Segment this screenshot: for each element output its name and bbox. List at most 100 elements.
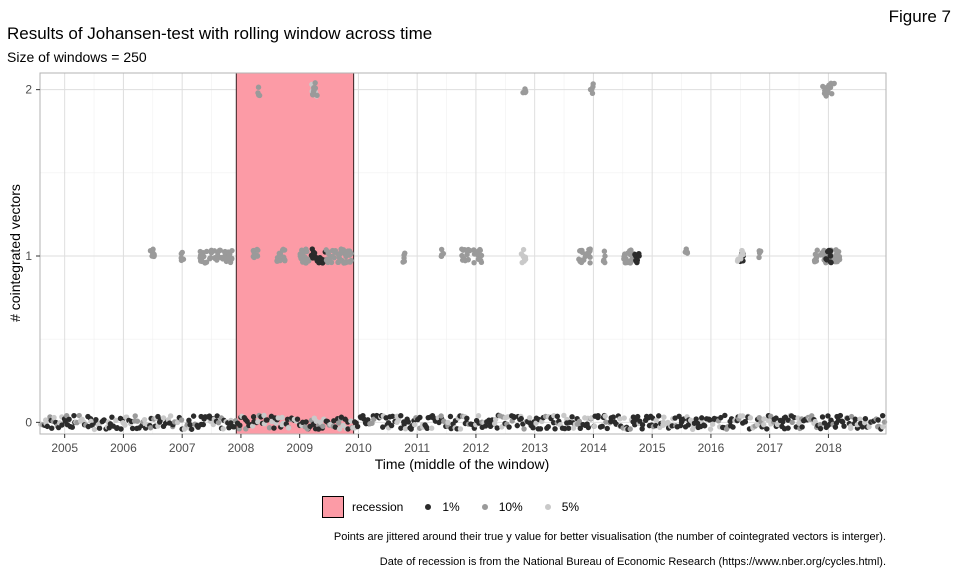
scatter-point-y0 (817, 425, 824, 432)
scatter-point-y0 (621, 415, 627, 421)
scatter-point-y1 (227, 258, 234, 264)
scatter-point-y0 (398, 425, 404, 431)
scatter-point-y2 (314, 92, 320, 99)
scatter-point-y0 (785, 417, 791, 423)
scatter-point-y0 (491, 420, 498, 427)
scatter-point-y1 (438, 253, 445, 259)
scatter-point-y0 (411, 421, 418, 428)
chart-subtitle: Size of windows = 250 (7, 49, 147, 65)
scatter-point-y0 (773, 415, 779, 421)
chart-title: Results of Johansen-test with rolling wi… (7, 24, 433, 43)
scatter-point-y2 (522, 89, 528, 96)
scatter-point-y0 (190, 413, 197, 419)
scatter-point-y0 (565, 425, 572, 431)
scatter-point-y0 (405, 419, 411, 425)
scatter-point-y0 (200, 421, 207, 428)
scatter-point-y1 (584, 250, 590, 257)
scatter-point-y1 (636, 253, 642, 259)
legend-recession-label: recession (352, 500, 404, 514)
scatter-point-y1 (518, 251, 525, 257)
scatter-point-y0 (862, 415, 869, 422)
scatter-point-y0 (761, 416, 767, 422)
scatter-point-y1 (828, 259, 834, 266)
scatter-point-y0 (739, 413, 746, 419)
scatter-point-y0 (129, 425, 136, 432)
scatter-point-y1 (328, 259, 335, 266)
scatter-point-y2 (309, 91, 316, 98)
scatter-point-y0 (718, 414, 724, 421)
scatter-point-y0 (569, 414, 575, 420)
scatter-point-y0 (847, 425, 854, 431)
scatter-point-y0 (661, 414, 667, 420)
x-tick-label: 2018 (815, 441, 842, 455)
scatter-point-y0 (707, 426, 714, 432)
scatter-point-y1 (522, 254, 529, 260)
scatter-point-y0 (789, 419, 795, 426)
scatter-point-y1 (301, 255, 307, 262)
scatter-point-y0 (49, 425, 55, 431)
scatter-point-y0 (530, 424, 536, 431)
x-tick-label: 2012 (463, 441, 490, 455)
scatter-point-y0 (685, 422, 692, 428)
scatter-point-y0 (122, 422, 128, 428)
scatter-point-y1 (627, 258, 634, 264)
scatter-point-y0 (250, 414, 257, 420)
scatter-point-y0 (632, 422, 638, 428)
scatter-point-y1 (813, 254, 820, 261)
x-tick-label: 2009 (286, 441, 313, 455)
scatter-point-y1 (756, 254, 762, 261)
scatter-point-y2 (822, 87, 828, 94)
scatter-point-y0 (857, 416, 863, 422)
scatter-point-y1 (221, 249, 228, 255)
scatter-point-y1 (211, 248, 218, 254)
legend-item-5pct: 5% (537, 500, 579, 514)
scatter-point-y0 (66, 416, 72, 422)
scatter-point-y0 (665, 419, 671, 426)
scatter-point-y1 (203, 259, 210, 265)
scatter-point-y1 (207, 255, 213, 262)
scatter-point-y0 (599, 423, 605, 430)
scatter-point-y0 (395, 416, 401, 423)
scatter-point-y0 (237, 422, 243, 429)
scatter-point-y0 (817, 422, 823, 428)
x-tick-label: 2005 (51, 441, 78, 455)
scatter-point-y1 (735, 256, 741, 263)
scatter-point-y0 (475, 413, 482, 419)
scatter-point-y0 (875, 417, 881, 423)
scatter-point-y0 (101, 417, 107, 423)
scatter-point-y1 (401, 258, 408, 265)
scatter-point-y0 (438, 413, 444, 419)
scatter-point-y0 (380, 424, 386, 430)
scatter-point-y2 (820, 83, 826, 90)
scatter-point-y0 (852, 416, 858, 422)
scatter-point-y0 (699, 415, 705, 421)
x-tick-label: 2010 (345, 441, 372, 455)
scatter-point-y0 (595, 412, 601, 419)
scatter-point-y0 (730, 424, 736, 430)
scatter-point-y0 (269, 418, 275, 425)
scatter-point-y0 (118, 426, 124, 432)
scatter-point-y1 (216, 247, 223, 253)
scatter-point-y0 (215, 419, 222, 426)
legend-label-5pct: 5% (561, 500, 580, 514)
scatter-point-y1 (297, 251, 303, 257)
legend-label-1pct: 1% (442, 500, 460, 514)
scatter-point-y0 (231, 424, 237, 430)
legend-item-10pct: 10% (474, 500, 523, 514)
scatter-point-y0 (448, 425, 454, 432)
scatter-point-y0 (819, 414, 826, 420)
scatter-point-y2 (311, 87, 317, 93)
scatter-point-y0 (635, 413, 641, 420)
scatter-point-y1 (198, 258, 204, 264)
scatter-point-y1 (632, 251, 638, 258)
scatter-point-y1 (478, 257, 484, 264)
scatter-point-y0 (417, 414, 423, 421)
scatter-point-y0 (188, 426, 195, 432)
scatter-point-y0 (639, 422, 646, 428)
scatter-point-y0 (879, 412, 886, 419)
scatter-point-y0 (445, 419, 451, 426)
scatter-point-y1 (826, 247, 832, 254)
scatter-point-y1 (460, 247, 466, 253)
scatter-point-y0 (756, 415, 762, 421)
scatter-point-y0 (602, 413, 608, 419)
